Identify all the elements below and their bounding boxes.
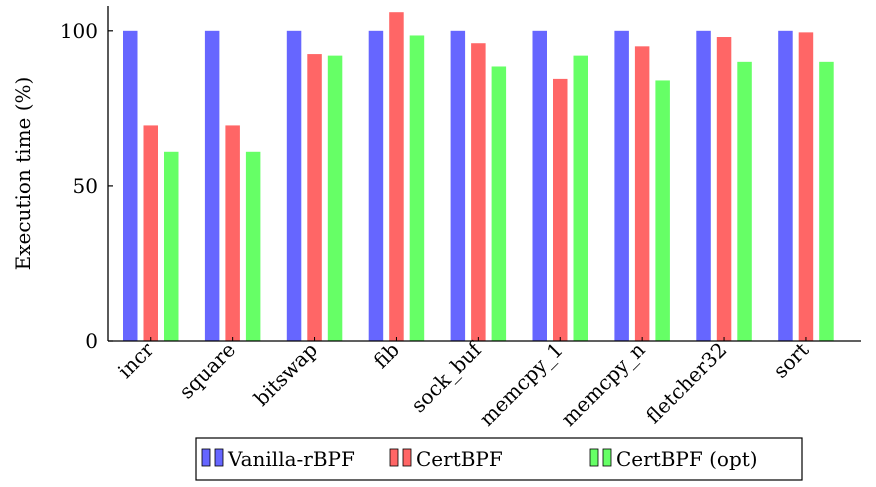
bar-certbpf-sock-buf bbox=[471, 43, 486, 341]
legend-label: CertBPF (opt) bbox=[616, 447, 758, 471]
bar-vanilla-rbpf-square bbox=[204, 30, 220, 341]
legend-label: CertBPF bbox=[416, 447, 503, 471]
bar-certbpf-opt-sort bbox=[819, 61, 834, 341]
y-ticks: 0 50 100 bbox=[60, 19, 113, 353]
legend-swatch bbox=[389, 448, 399, 467]
bars-layer bbox=[123, 12, 834, 342]
x-tick-label: incr bbox=[113, 337, 159, 383]
bar-vanilla-rbpf-fib bbox=[368, 30, 384, 341]
bar-certbpf-memcpy-n bbox=[634, 46, 650, 342]
legend-swatch bbox=[201, 448, 211, 467]
legend-item: Vanilla-rBPF bbox=[201, 447, 355, 471]
bar-vanilla-rbpf-incr bbox=[123, 30, 138, 341]
legend-swatch bbox=[214, 448, 224, 467]
legend-swatch bbox=[402, 448, 412, 467]
legend-box bbox=[195, 437, 803, 481]
legend-label: Vanilla-rBPF bbox=[227, 447, 355, 471]
x-tick-label: fletcher32 bbox=[641, 338, 732, 429]
bar-certbpf-opt-incr bbox=[164, 151, 179, 341]
bar-vanilla-rbpf-fletcher32 bbox=[696, 30, 711, 341]
bar-vanilla-rbpf-sort bbox=[778, 30, 793, 341]
legend-item: CertBPF (opt) bbox=[589, 447, 758, 471]
x-tick-label: fib bbox=[369, 338, 404, 373]
bar-vanilla-rbpf-bitswap bbox=[286, 30, 302, 341]
y-tick-label: 0 bbox=[85, 329, 98, 353]
x-tick-label: memcpy_1 bbox=[475, 338, 568, 431]
legend-item: CertBPF bbox=[389, 447, 503, 471]
bar-certbpf-opt-square bbox=[245, 151, 261, 341]
bar-vanilla-rbpf-memcpy-n bbox=[614, 30, 629, 341]
bar-certbpf-bitswap bbox=[307, 54, 322, 341]
legend-swatch bbox=[602, 448, 612, 467]
bar-certbpf-fletcher32 bbox=[716, 37, 732, 341]
bar-vanilla-rbpf-memcpy-1 bbox=[532, 30, 547, 341]
bar-certbpf-opt-fletcher32 bbox=[737, 61, 752, 341]
bar-certbpf-opt-fib bbox=[409, 35, 425, 342]
bar-certbpf-sort bbox=[798, 32, 814, 341]
bar-certbpf-opt-sock-buf bbox=[491, 66, 507, 341]
x-tick-label: sock_buf bbox=[406, 336, 487, 417]
y-axis-title: Execution time (%) bbox=[11, 77, 35, 271]
bar-certbpf-opt-memcpy-n bbox=[655, 80, 670, 341]
legend-swatch bbox=[589, 448, 599, 467]
legend: Vanilla-rBPF CertBPF CertBPF (opt) bbox=[195, 437, 803, 481]
bar-certbpf-memcpy-1 bbox=[553, 78, 568, 341]
y-tick-label: 50 bbox=[73, 174, 98, 198]
x-tick-label: square bbox=[174, 338, 240, 404]
bar-certbpf-square bbox=[225, 125, 240, 341]
bar-certbpf-fib bbox=[389, 12, 404, 341]
bar-certbpf-opt-memcpy-1 bbox=[573, 55, 588, 341]
x-tick-label: sort bbox=[768, 338, 813, 383]
bar-certbpf-opt-bitswap bbox=[327, 55, 343, 341]
y-tick-label: 100 bbox=[60, 19, 98, 43]
x-tick-labels: incr square bitswap fib sock_bufmemcpy_1memc… bbox=[113, 336, 813, 430]
x-tick-label: bitswap bbox=[249, 338, 322, 411]
x-tick-label: memcpy_n bbox=[556, 337, 649, 430]
bar-certbpf-incr bbox=[143, 125, 158, 341]
bar-vanilla-rbpf-sock-buf bbox=[450, 30, 466, 341]
